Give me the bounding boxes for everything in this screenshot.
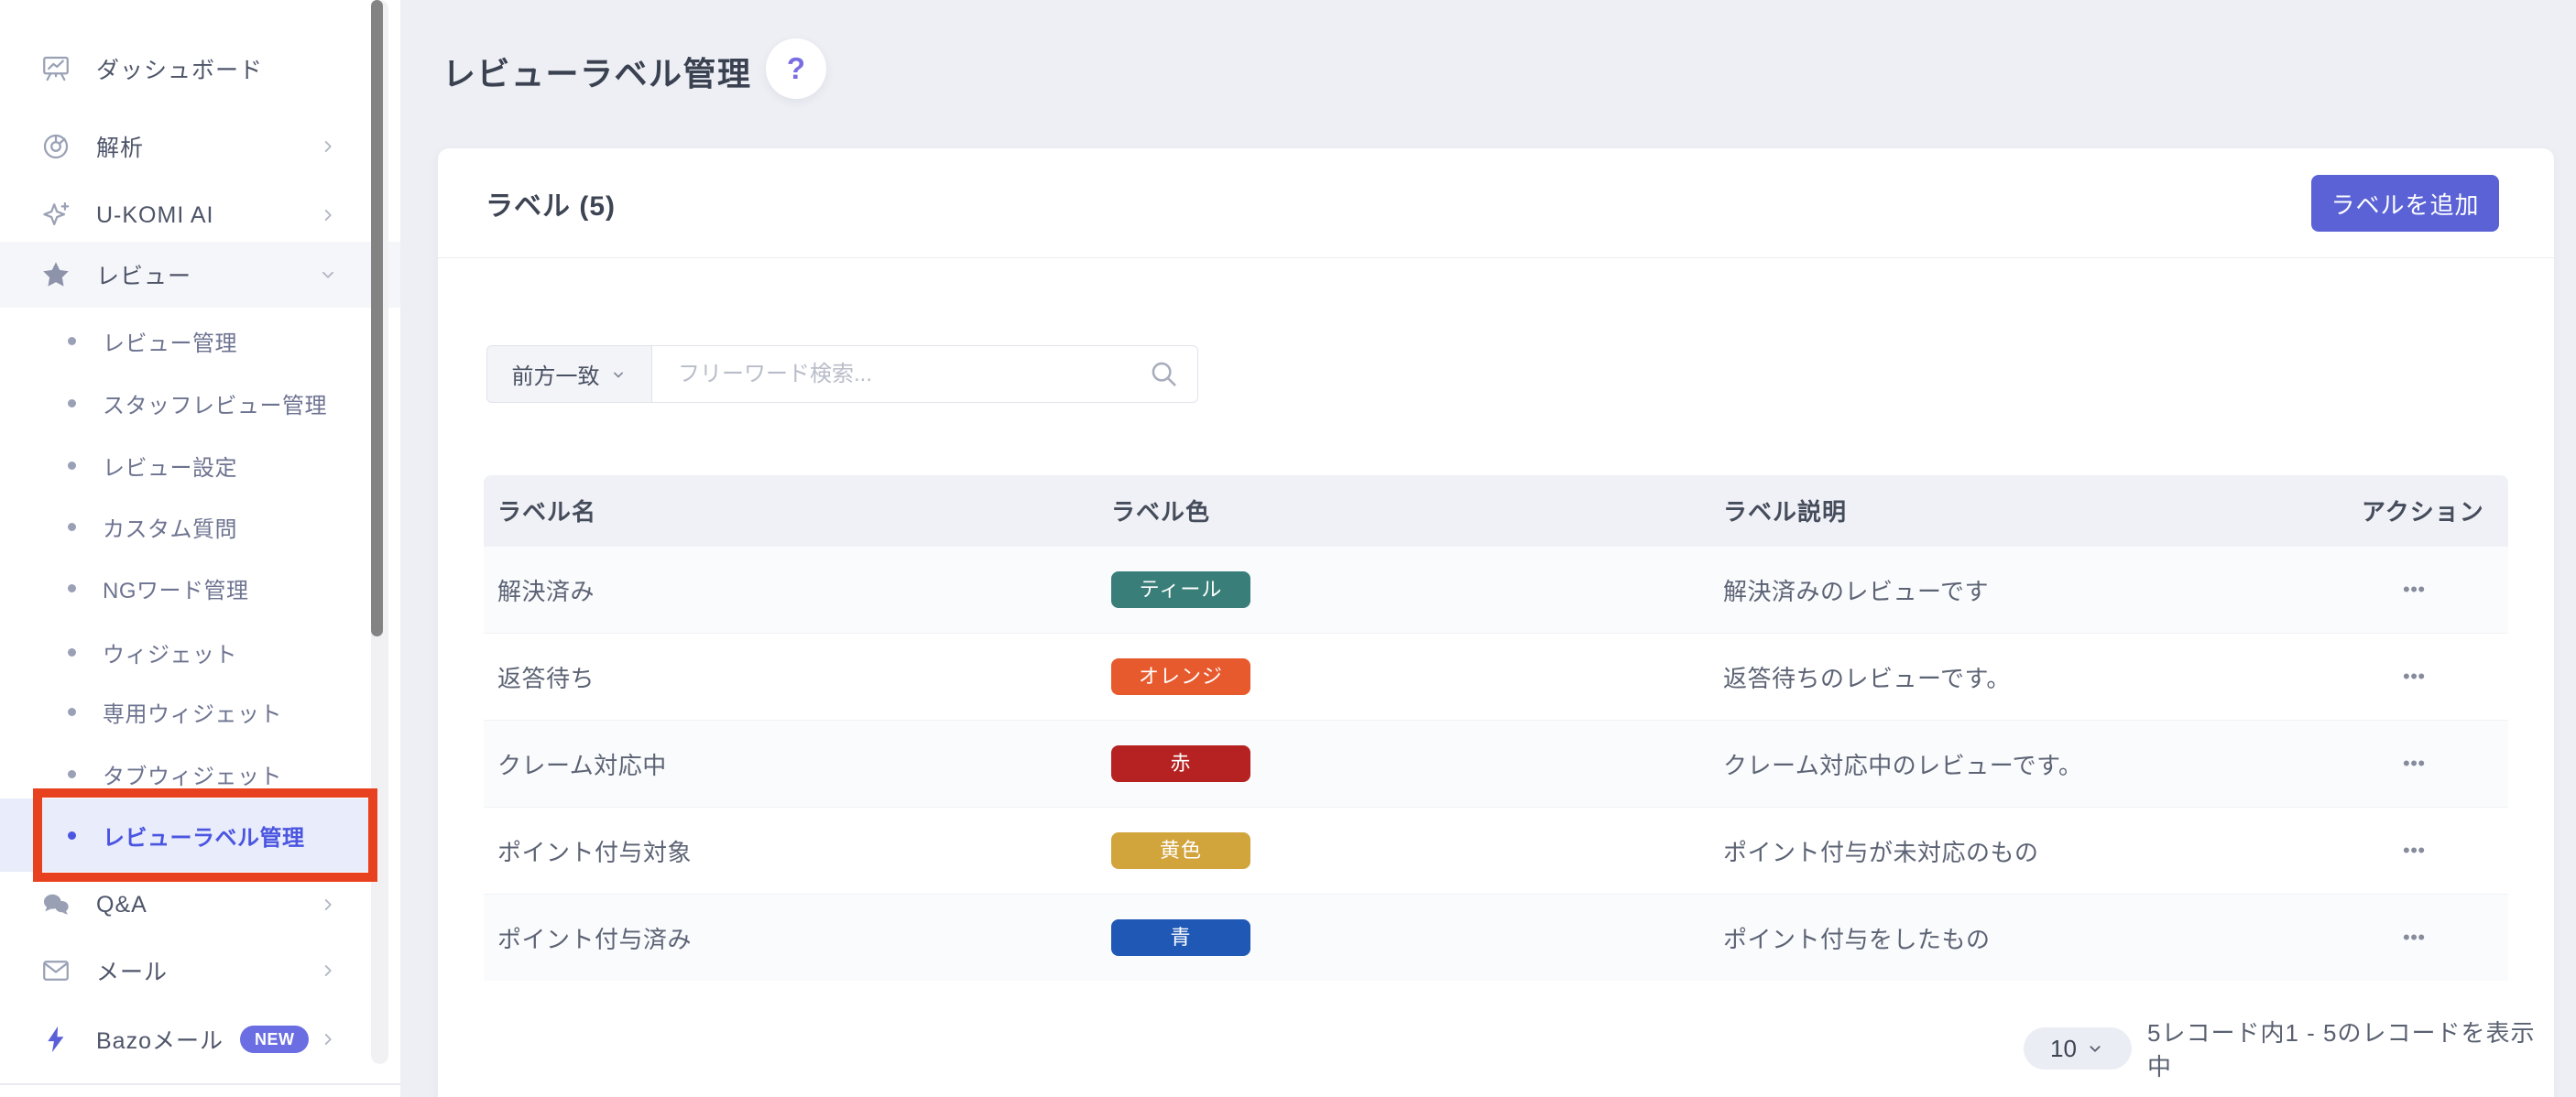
column-header-name: ラベル名 [497, 498, 597, 526]
color-badge: 黄色 [1111, 832, 1250, 869]
bullet-icon [68, 461, 76, 470]
sidebar-item-review-label-management[interactable]: レビューラベル管理 [0, 798, 386, 872]
sidebar-item-label: 解析 [96, 136, 145, 161]
pagination-summary: 5レコード内1 - 5のレコードを表示中 [2147, 1019, 2536, 1081]
row-actions-menu-button[interactable]: ••• [2403, 926, 2426, 949]
panel-header: ラベル (5) ラベルを追加 [438, 148, 2554, 258]
label-description: 解決済みのレビューです [1723, 577, 1989, 605]
sidebar: ダッシュボード 解析 U-KOMI AI [0, 0, 400, 1097]
match-type-select[interactable]: 前方一致 [486, 345, 652, 403]
bullet-icon [68, 831, 76, 840]
label-name: ポイント付与対象 [497, 838, 693, 866]
add-label-button[interactable]: ラベルを追加 [2311, 175, 2499, 232]
search-icon[interactable] [1149, 359, 1180, 395]
lightning-icon [39, 1023, 72, 1056]
chevron-right-icon [318, 205, 338, 225]
sidebar-item-staff-review-management[interactable]: スタッフレビュー管理 [0, 377, 400, 429]
label-name: 返答待ち [497, 664, 595, 692]
panel-title: ラベル (5) [486, 191, 616, 222]
chevron-right-icon [318, 136, 338, 157]
labels-table: ラベル名 ラベル色 ラベル説明 アクション 解決済み ティール 解決済みのレビュ… [484, 475, 2508, 981]
row-actions-menu-button[interactable]: ••• [2403, 839, 2426, 862]
table-row: 返答待ち オレンジ 返答待ちのレビューです。 ••• [484, 633, 2508, 720]
sidebar-item-qa[interactable]: Q&A [0, 879, 400, 930]
table-row: クレーム対応中 赤 クレーム対応中のレビューです。 ••• [484, 720, 2508, 807]
label-description: 返答待ちのレビューです。 [1723, 664, 2011, 692]
bullet-icon [68, 583, 76, 592]
bullet-icon [68, 769, 76, 778]
match-type-value: 前方一致 [511, 364, 600, 389]
color-badge: ティール [1111, 571, 1250, 608]
sidebar-item-dedicated-widget[interactable]: 専用ウィジェット [0, 686, 400, 737]
labels-panel: ラベル (5) ラベルを追加 前方一致 ラベル名 ラベル色 ラベル説明 アクショ… [438, 148, 2554, 1097]
table-row: ポイント付与対象 黄色 ポイント付与が未対応のもの ••• [484, 807, 2508, 894]
row-actions-menu-button[interactable]: ••• [2403, 578, 2426, 601]
sidebar-item-ng-word-management[interactable]: NGワード管理 [0, 562, 400, 614]
sidebar-scrollbar[interactable] [371, 0, 388, 1064]
sidebar-item-label: Q&A [96, 891, 147, 918]
scrollbar-thumb[interactable] [371, 0, 383, 636]
chevron-right-icon [318, 961, 338, 981]
column-header-actions: アクション [2362, 498, 2484, 526]
chevron-down-icon [613, 372, 623, 377]
sidebar-item-bazo-mail[interactable]: Bazoメール NEW [0, 1014, 400, 1065]
label-name: クレーム対応中 [497, 751, 667, 779]
sidebar-item-mail[interactable]: メール [0, 945, 400, 996]
mail-icon [39, 954, 72, 987]
search-bar: 前方一致 [486, 345, 1198, 403]
sidebar-item-label: U-KOMI AI [96, 201, 214, 228]
bullet-icon [68, 647, 76, 657]
bullet-icon [68, 336, 76, 345]
color-badge: 青 [1111, 919, 1250, 956]
page-size-value: 10 [2050, 1034, 2077, 1062]
color-badge: 赤 [1111, 745, 1250, 782]
label-name: ポイント付与済み [497, 925, 693, 953]
chevron-right-icon [318, 1029, 338, 1049]
column-header-color: ラベル色 [1111, 498, 1211, 526]
chevron-down-icon [318, 265, 338, 285]
color-badge: オレンジ [1111, 658, 1250, 695]
chevron-right-icon [318, 895, 338, 915]
label-description: ポイント付与をしたもの [1723, 925, 1991, 953]
table-header-row: ラベル名 ラベル色 ラベル説明 アクション [484, 475, 2508, 546]
chevron-down-icon [2090, 1046, 2101, 1052]
help-icon[interactable]: ? [766, 38, 826, 99]
sidebar-item-analytics[interactable]: 解析 [0, 114, 400, 179]
row-actions-menu-button[interactable]: ••• [2403, 665, 2426, 688]
sidebar-item-label: メール [96, 960, 169, 985]
sidebar-item-label: Bazoメール [96, 1028, 224, 1054]
sidebar-item-review-management[interactable]: レビュー管理 [0, 315, 400, 366]
table-row: ポイント付与済み 青 ポイント付与をしたもの ••• [484, 894, 2508, 981]
column-header-description: ラベル説明 [1723, 498, 1848, 526]
sidebar-item-ukomi-ai[interactable]: U-KOMI AI [0, 183, 400, 247]
sidebar-item-label: ダッシュボード [96, 58, 264, 83]
analytics-icon [39, 130, 72, 163]
sidebar-divider [0, 1083, 400, 1085]
row-actions-menu-button[interactable]: ••• [2403, 752, 2426, 775]
label-description: ポイント付与が未対応のもの [1723, 838, 2039, 866]
bullet-icon [68, 707, 76, 716]
sidebar-item-review-settings[interactable]: レビュー設定 [0, 440, 400, 491]
bullet-icon [68, 398, 76, 407]
table-row: 解決済み ティール 解決済みのレビューです ••• [484, 546, 2508, 633]
bullet-icon [68, 522, 76, 531]
dashboard-icon [39, 52, 72, 85]
sidebar-item-tab-widget[interactable]: タブウィジェット [0, 748, 400, 799]
sidebar-item-label: レビュー [96, 264, 192, 289]
star-icon [39, 258, 72, 291]
chat-icon [39, 888, 72, 921]
sidebar-item-dashboard[interactable]: ダッシュボード [0, 37, 400, 101]
ai-sparkle-icon [39, 199, 72, 232]
new-badge: NEW [239, 1026, 310, 1053]
sidebar-item-review[interactable]: レビュー [0, 242, 400, 308]
label-name: 解決済み [497, 577, 595, 605]
sidebar-item-custom-questions[interactable]: カスタム質問 [0, 501, 400, 552]
page-size-select[interactable]: 10 [2024, 1027, 2132, 1070]
label-description: クレーム対応中のレビューです。 [1723, 751, 2083, 779]
sidebar-item-widget[interactable]: ウィジェット [0, 626, 400, 678]
page-title: レビューラベル管理 [442, 55, 752, 92]
search-input-wrap [652, 345, 1198, 403]
search-input[interactable] [652, 345, 1198, 403]
